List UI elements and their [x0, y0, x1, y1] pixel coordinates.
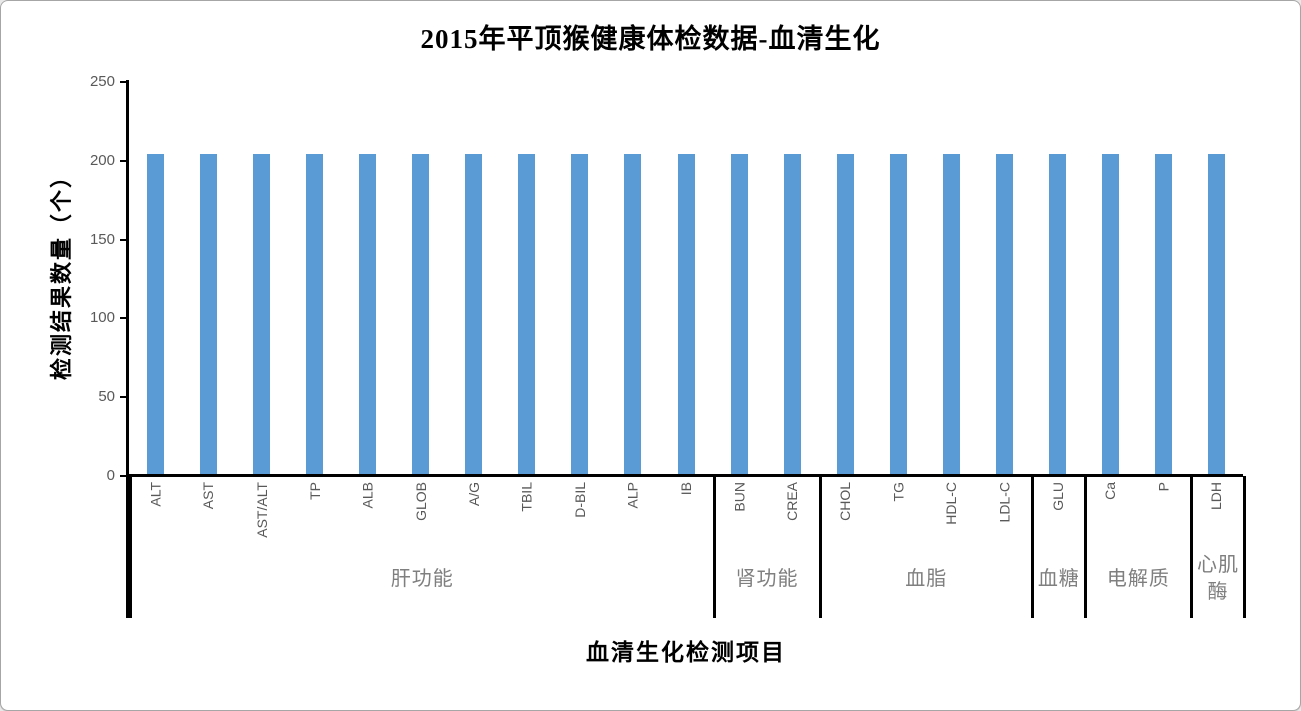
- group-box: 肾功能: [712, 476, 819, 618]
- bar-AST/ALT: [253, 154, 271, 476]
- group-label: 肾功能: [735, 567, 799, 590]
- bar-ALP: [624, 154, 642, 476]
- group-label: 血糖: [1037, 567, 1080, 590]
- bar-ALB: [359, 154, 377, 476]
- y-tick-mark: [120, 238, 127, 241]
- y-tick-label: 250: [89, 73, 115, 90]
- x-axis-line: [126, 474, 1243, 477]
- group-label: 血脂: [905, 567, 948, 590]
- group-box: 心肌酶: [1189, 476, 1246, 618]
- y-tick-label: 150: [89, 230, 115, 248]
- x-axis-title: 血清生化检测项目: [586, 640, 786, 665]
- bar-LDH: [1207, 154, 1225, 476]
- bar-TBIL: [518, 154, 536, 476]
- y-tick-label: 200: [89, 151, 115, 169]
- bar-CREA: [783, 154, 801, 476]
- group-box: 血脂: [818, 476, 1031, 618]
- bar-Ca: [1101, 154, 1119, 476]
- y-tick-label: 0: [106, 467, 115, 484]
- bar-TP: [306, 154, 324, 476]
- chart-title: 2015年平顶猴健康体检数据-血清生化: [420, 24, 881, 54]
- y-tick-label: 50: [98, 388, 115, 406]
- y-tick-label: 100: [89, 309, 115, 327]
- y-tick-mark: [120, 81, 127, 83]
- bar-BUN: [730, 154, 748, 476]
- group-label: 心肌酶: [1196, 554, 1239, 603]
- bar-CHOL: [836, 154, 854, 476]
- bar-A/G: [465, 154, 483, 476]
- bar-HDL-C: [942, 154, 960, 476]
- bar-D-BIL: [571, 154, 589, 476]
- bar-ALT: [147, 154, 165, 476]
- bar-AST: [200, 154, 218, 476]
- group-box: 电解质: [1083, 476, 1190, 618]
- y-tick-mark: [120, 396, 127, 399]
- y-axis-line: [126, 80, 129, 618]
- y-tick-mark: [120, 475, 127, 477]
- bar-IB: [677, 154, 695, 476]
- bar-P: [1154, 154, 1172, 476]
- bar-LDL-C: [995, 154, 1013, 476]
- group-label: 肝功能: [390, 567, 454, 590]
- y-axis-title: 检测结果数量（个）: [49, 164, 74, 381]
- bar-GLOB: [412, 154, 430, 476]
- y-tick-mark: [120, 317, 127, 320]
- bar-TG: [889, 154, 907, 476]
- group-label: 电解质: [1106, 567, 1170, 590]
- bar-GLU: [1048, 154, 1066, 476]
- y-tick-mark: [120, 159, 127, 162]
- group-box: 血糖: [1030, 476, 1084, 618]
- group-box: 肝功能: [129, 476, 713, 618]
